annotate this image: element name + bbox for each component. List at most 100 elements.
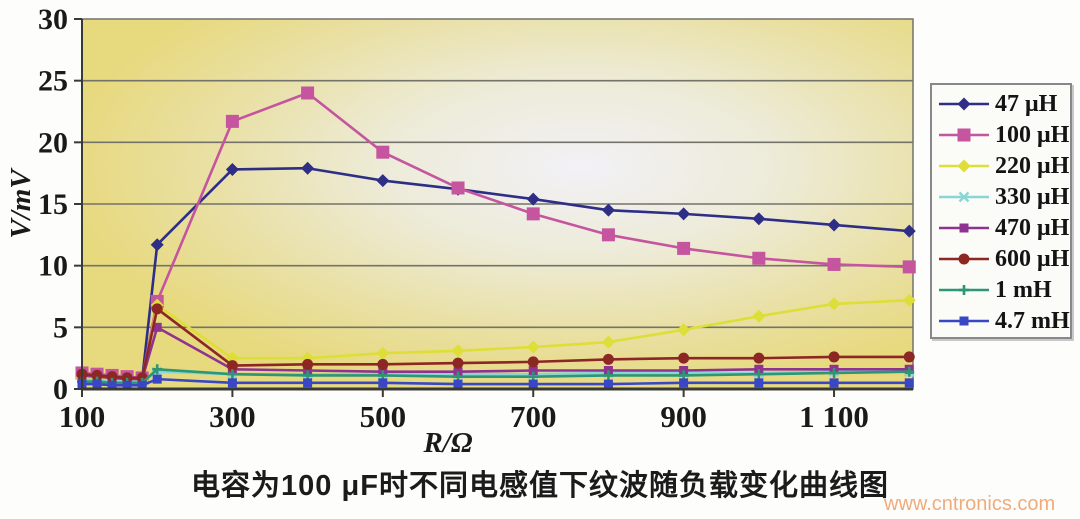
data-point	[376, 174, 390, 188]
data-point	[603, 379, 613, 389]
data-point	[453, 379, 463, 389]
legend-item: 330 μH	[937, 181, 1070, 212]
data-point	[152, 322, 162, 332]
legend-swatch	[939, 253, 989, 264]
data-point	[225, 162, 239, 176]
data-point	[452, 357, 464, 369]
data-point	[754, 378, 764, 388]
legend-item: 4.7 mH	[937, 305, 1070, 336]
legend-label: 470 μH	[995, 214, 1070, 241]
data-point	[92, 379, 102, 389]
y-tick-label: 20	[38, 126, 68, 159]
data-point	[451, 181, 465, 195]
data-point	[526, 340, 540, 354]
data-point	[107, 380, 117, 390]
data-point	[958, 253, 970, 264]
chart-svg: 0 5 10 15 20 25 30 100 300 500 700 900 1 100 V/mV R/…	[5, 3, 916, 459]
y-tick-label: 30	[38, 3, 68, 36]
data-point	[301, 161, 315, 175]
legend-swatch	[939, 128, 989, 141]
data-point	[957, 159, 971, 172]
data-point	[827, 257, 841, 271]
data-point	[828, 351, 840, 363]
legend-label: 330 μH	[995, 183, 1070, 210]
data-point	[601, 228, 615, 242]
data-point	[752, 251, 766, 265]
data-point	[378, 378, 388, 388]
data-point	[527, 356, 539, 368]
data-point	[528, 379, 538, 389]
data-point	[151, 303, 163, 315]
data-point	[301, 86, 315, 100]
legend-item: 47 μH	[937, 88, 1070, 119]
x-tick-label: 900	[660, 399, 707, 434]
legend-swatch	[939, 316, 989, 325]
data-point	[526, 207, 540, 221]
data-point	[601, 203, 615, 217]
y-tick-label: 25	[38, 65, 68, 98]
legend: 47 μH 100 μH 220 μH 330 μH 470 μH 600 μH 1 mH 4…	[930, 83, 1072, 339]
data-point	[137, 380, 147, 390]
data-point	[451, 344, 465, 358]
legend-swatch	[939, 159, 989, 172]
data-point	[752, 212, 766, 226]
series-line	[82, 377, 910, 387]
data-point	[602, 353, 614, 365]
data-point	[958, 191, 970, 202]
data-point	[225, 114, 239, 128]
watermark: www.cntronics.com	[884, 493, 1056, 515]
x-tick-label: 1 100	[799, 399, 869, 434]
legend-label: 220 μH	[995, 152, 1070, 179]
x-tick-label: 300	[209, 399, 256, 434]
data-point	[91, 369, 103, 381]
data-point	[122, 380, 132, 390]
x-tick-label: 500	[360, 399, 407, 434]
legend-label: 100 μH	[995, 121, 1070, 148]
series-600-uH	[76, 303, 915, 384]
data-point	[904, 378, 914, 388]
data-point	[902, 224, 916, 238]
data-point	[303, 378, 313, 388]
data-point	[752, 309, 766, 323]
data-point	[678, 352, 690, 364]
data-point	[152, 374, 162, 384]
data-point	[377, 358, 389, 370]
data-point	[679, 378, 689, 388]
data-point	[902, 260, 916, 274]
data-point	[959, 316, 969, 325]
data-point	[677, 207, 691, 221]
data-point	[226, 360, 238, 372]
data-point	[528, 366, 538, 375]
axes	[74, 18, 913, 397]
y-axis-title: V/mV	[5, 167, 37, 239]
data-point	[601, 335, 615, 349]
legend-item: 100 μH	[937, 119, 1070, 150]
data-point	[677, 323, 691, 337]
x-tick-label: 700	[510, 399, 557, 434]
legend-swatch	[939, 97, 989, 110]
data-point	[376, 145, 390, 159]
data-point	[959, 223, 969, 232]
data-point	[150, 238, 164, 252]
legend-label: 1 mH	[995, 276, 1052, 303]
series-line	[81, 307, 910, 380]
series-4-7-mH	[77, 374, 914, 390]
data-point	[957, 128, 971, 141]
series-line	[82, 367, 910, 385]
y-tick-label: 15	[38, 188, 68, 221]
tick-labels: 0 5 10 15 20 25 30 100 300 500 700 900 1 100	[38, 3, 869, 434]
y-tick-label: 0	[53, 373, 68, 406]
y-tick-label: 10	[38, 250, 68, 283]
legend-item: 1 mH	[937, 274, 1070, 305]
data-point	[302, 358, 314, 370]
data-point	[902, 293, 916, 307]
data-point	[106, 371, 118, 383]
legend-swatch	[939, 223, 989, 232]
legend-swatch	[939, 191, 989, 202]
x-tick-label: 100	[59, 399, 106, 434]
data-point	[827, 218, 841, 232]
data-point	[677, 241, 691, 255]
legend-item: 470 μH	[937, 212, 1070, 243]
legend-item: 600 μH	[937, 243, 1070, 274]
